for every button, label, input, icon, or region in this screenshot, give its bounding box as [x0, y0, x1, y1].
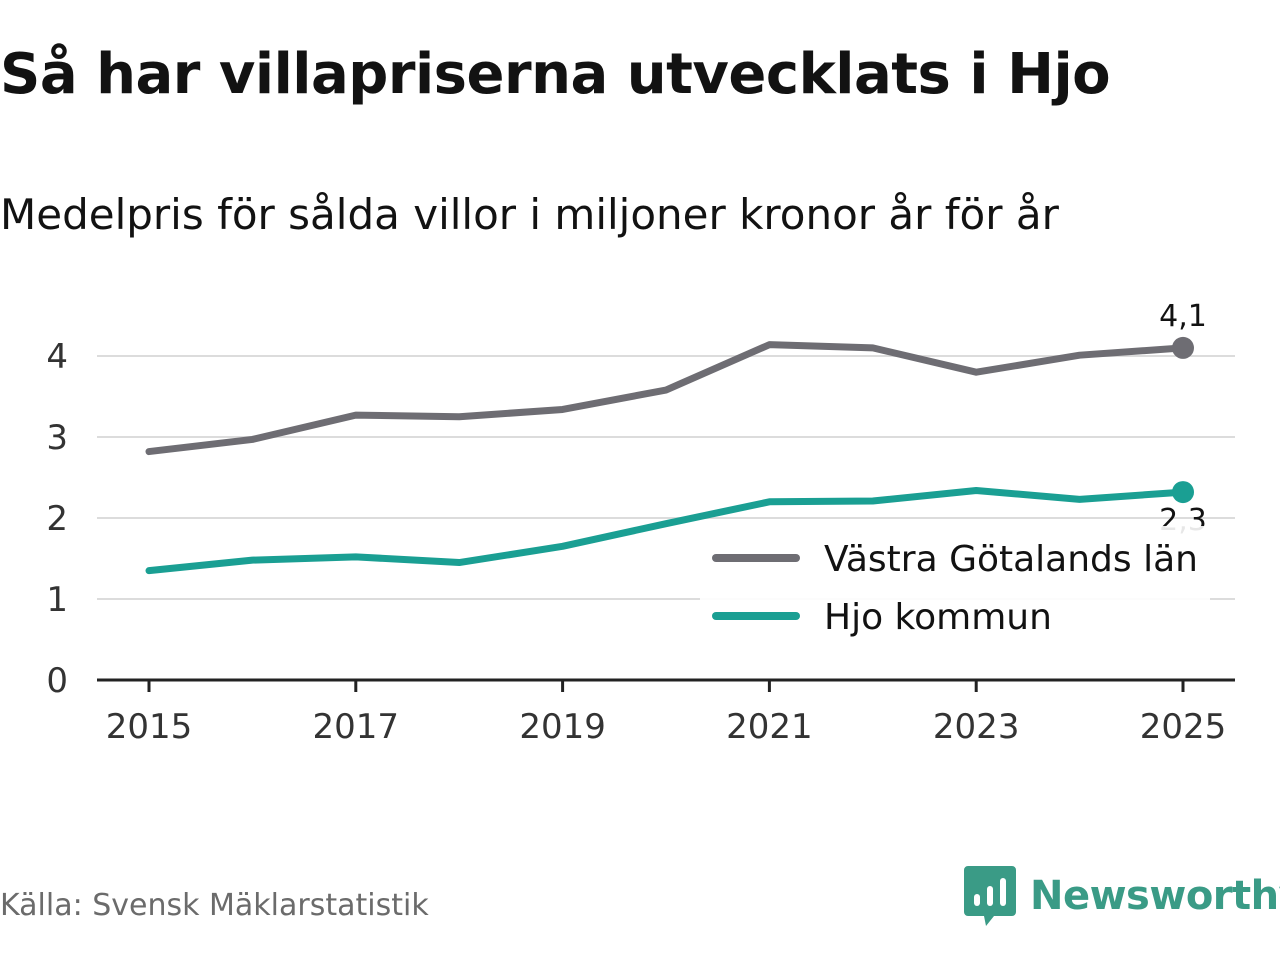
series-line-hjo-kommun	[145, 486, 1187, 575]
data-labels: 4,12,3	[1159, 299, 1207, 538]
series-lines	[145, 336, 1194, 575]
x-tick-label: 2019	[519, 707, 606, 747]
y-tick-label: 1	[46, 580, 68, 620]
x-tick-label: 2017	[313, 707, 400, 747]
newsworthy-logo-icon	[964, 866, 1016, 926]
x-axis: 2015 2017 2019 2021 2023 2025	[97, 678, 1235, 747]
series-end-marker	[1172, 481, 1194, 504]
y-tick-label: 3	[46, 418, 68, 458]
chart-subtitle: Medelpris för sålda villor i miljoner kr…	[0, 190, 1059, 239]
brand-name: Newsworthy	[1030, 873, 1280, 919]
x-tick-label: 2021	[726, 707, 813, 747]
chart-title: Så har villapriserna utvecklats i Hjo	[0, 42, 1111, 107]
x-tick-label: 2023	[933, 707, 1020, 747]
legend-label: Västra Götalands län	[824, 539, 1198, 580]
legend-label: Hjo kommun	[824, 597, 1052, 638]
source-note: Källa: Svensk Mäklarstatistik	[0, 888, 429, 923]
series-line-vastra-gotalands-lan	[145, 341, 1187, 456]
end-value-label: 4,1	[1159, 299, 1207, 334]
x-tick-label: 2015	[106, 707, 193, 747]
y-tick-label: 4	[46, 337, 68, 377]
y-tick-label: 0	[46, 661, 68, 701]
y-tick-label: 2	[46, 499, 68, 539]
brand-logo[interactable]: Newsworthy	[964, 864, 1280, 928]
series-end-marker	[1172, 336, 1194, 359]
legend: Västra Götalands län Hjo kommun	[700, 526, 1210, 650]
x-tick-label: 2025	[1140, 707, 1227, 747]
legend-background	[700, 526, 1210, 650]
